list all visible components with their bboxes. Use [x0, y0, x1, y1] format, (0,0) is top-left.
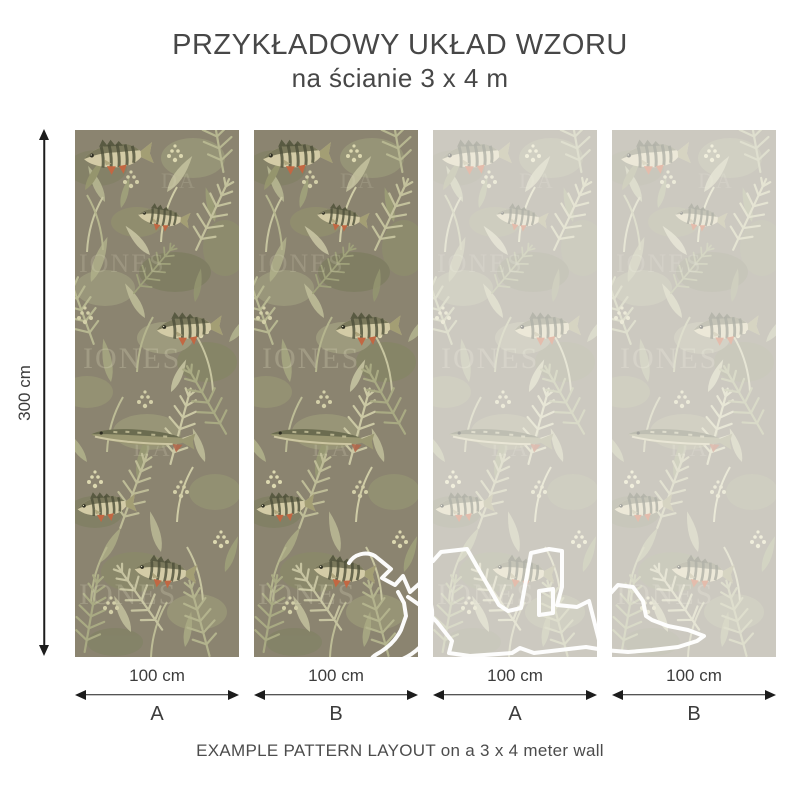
arrowhead-left-icon — [612, 689, 623, 700]
arrowhead-left-icon — [254, 689, 265, 700]
width-dimension-label: 100 cm — [129, 666, 185, 685]
wallpaper-art — [612, 130, 776, 657]
wallpaper-art — [433, 130, 597, 657]
height-dimension-label: 300 cm — [15, 365, 34, 421]
height-dimension-arrow — [38, 129, 50, 656]
width-dimension-label: 100 cm — [308, 666, 364, 685]
dimension-line-horizontal — [263, 693, 409, 696]
bottom-caption: EXAMPLE PATTERN LAYOUT on a 3 x 4 meter … — [196, 741, 604, 760]
dimension-line-horizontal — [84, 693, 230, 696]
wallpaper-art — [75, 130, 239, 657]
fade-overlay — [433, 130, 597, 657]
width-dimension-panel-3: 100 cm A — [433, 666, 597, 726]
wallpaper-panel-4-faded — [612, 130, 776, 657]
arrowhead-right-icon — [586, 689, 597, 700]
width-dimension-arrow — [75, 689, 239, 700]
dimension-line-horizontal — [621, 693, 767, 696]
fade-overlay — [612, 130, 776, 657]
width-dimension-panel-4: 100 cm B — [612, 666, 776, 726]
width-dimension-arrow — [254, 689, 418, 700]
panel-letter: B — [329, 703, 343, 725]
width-dimension-panel-1: 100 cm A — [75, 666, 239, 726]
panel-letter: B — [687, 703, 701, 725]
wallpaper-art — [254, 130, 418, 657]
arrowhead-left-icon — [433, 689, 444, 700]
arrowhead-right-icon — [407, 689, 418, 700]
arrowhead-up-icon — [39, 129, 49, 140]
width-dimension-arrow — [433, 689, 597, 700]
width-dimension-label: 100 cm — [487, 666, 543, 685]
panel-letter: A — [150, 703, 164, 725]
title-block: PRZYKŁADOWY UKŁAD WZORU na ścianie 3 x 4… — [0, 29, 800, 94]
dimension-line-horizontal — [442, 693, 588, 696]
arrowhead-down-icon — [39, 645, 49, 656]
page-title: PRZYKŁADOWY UKŁAD WZORU — [172, 29, 628, 61]
wallpaper-panel-1 — [75, 130, 239, 657]
arrowhead-right-icon — [765, 689, 776, 700]
width-dimension-arrow — [612, 689, 776, 700]
wallpaper-panel-2 — [254, 130, 418, 657]
arrowhead-right-icon — [228, 689, 239, 700]
dimension-line-vertical — [43, 137, 45, 648]
wallpaper-panel-3-faded — [433, 130, 597, 657]
width-dimension-panel-2: 100 cm B — [254, 666, 418, 726]
arrowhead-left-icon — [75, 689, 86, 700]
page-subtitle: na ścianie 3 x 4 m — [291, 62, 509, 93]
panel-letter: A — [508, 703, 522, 725]
width-dimension-label: 100 cm — [666, 666, 722, 685]
